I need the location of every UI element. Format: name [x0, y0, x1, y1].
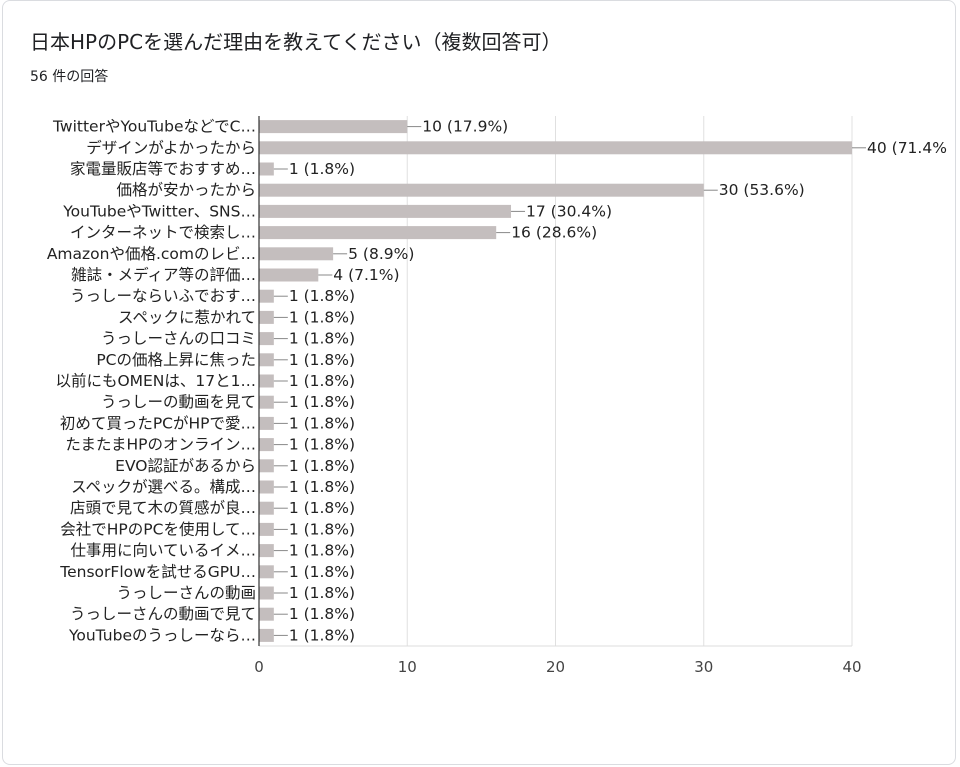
category-label: TensorFlowを試せるGPU…: [59, 563, 256, 581]
data-label: 1 (1.8%): [289, 330, 355, 348]
bar: [259, 247, 334, 261]
category-label: 会社でHPのPCを使用して…: [60, 520, 256, 538]
data-label: 1 (1.8%): [289, 287, 355, 305]
bar: [259, 141, 852, 155]
data-label: 1 (1.8%): [289, 605, 355, 623]
data-label: 1 (1.8%): [289, 563, 355, 581]
data-label: 1 (1.8%): [289, 308, 355, 326]
category-label: YouTubeのうっしーなら…: [68, 626, 256, 644]
category-label: うっしーの動画を見て: [101, 393, 256, 411]
data-label: 30 (53.6%): [719, 181, 805, 199]
category-label: 価格が安かったから: [116, 181, 256, 199]
question-title: 日本HPのPCを選んだ理由を教えてください（複数回答可）: [30, 30, 562, 54]
bar: [259, 183, 704, 197]
data-label: 10 (17.9%): [422, 118, 508, 136]
data-label: 1 (1.8%): [289, 436, 355, 454]
x-tick-label: 20: [546, 658, 565, 676]
bar: [259, 438, 274, 452]
bar: [259, 120, 408, 134]
category-label: 雑誌・メディア等の評価…: [71, 265, 256, 284]
data-label: 1 (1.8%): [289, 351, 355, 369]
bar: [259, 628, 274, 642]
data-label: 5 (8.9%): [348, 245, 414, 263]
category-label: PCの価格上昇に焦った: [96, 351, 256, 369]
data-label: 16 (28.6%): [511, 224, 597, 242]
bar: [259, 522, 274, 536]
bar: [259, 565, 274, 579]
category-label: 初めて買ったPCがHPで愛…: [60, 414, 256, 432]
category-label: TwitterやYouTubeなどでC…: [52, 118, 256, 136]
response-count: 56 件の回答: [30, 69, 109, 85]
category-label: うっしーならいふでおす…: [70, 287, 256, 305]
data-label: 1 (1.8%): [289, 478, 355, 496]
category-label: スペックが選べる。構成…: [71, 478, 256, 496]
category-label: YouTubeやTwitter、SNS…: [62, 202, 256, 220]
x-tick-label: 10: [398, 658, 417, 676]
data-label: 1 (1.8%): [289, 372, 355, 390]
data-label: 1 (1.8%): [289, 414, 355, 432]
x-tick-label: 0: [254, 658, 264, 676]
bar: [259, 459, 274, 473]
category-label: うっしーさんの動画で見て: [70, 605, 256, 623]
bar: [259, 607, 274, 621]
category-label: 店頭で見て木の質感が良…: [70, 499, 256, 517]
bar: [259, 310, 274, 324]
bar: [259, 416, 274, 430]
data-label: 1 (1.8%): [289, 393, 355, 411]
bar: [259, 480, 274, 494]
data-label: 1 (1.8%): [289, 584, 355, 602]
bar: [259, 332, 274, 346]
category-label: 家電量販店等でおすすめ…: [70, 160, 256, 178]
bar: [259, 289, 274, 303]
bar: [259, 226, 497, 240]
category-label: Amazonや価格.comのレビ…: [47, 245, 256, 263]
data-label: 1 (1.8%): [289, 542, 355, 560]
bar: [259, 374, 274, 388]
category-label: たまたまHPのオンライン…: [65, 436, 256, 454]
data-label: 4 (7.1%): [333, 266, 399, 284]
data-label: 40 (71.4%: [867, 139, 947, 157]
data-label: 1 (1.8%): [289, 499, 355, 517]
data-label: 17 (30.4%): [526, 202, 612, 220]
bar: [259, 162, 274, 176]
data-label: 1 (1.8%): [289, 520, 355, 538]
bar: [259, 353, 274, 367]
bar: [259, 501, 274, 515]
x-tick-label: 40: [842, 658, 861, 676]
category-label: EVO認証があるから: [115, 457, 256, 475]
category-label: デザインがよかったから: [86, 138, 256, 157]
bar: [259, 586, 274, 600]
data-label: 1 (1.8%): [289, 626, 355, 644]
category-label: うっしーさんの動画: [116, 584, 256, 602]
data-label: 1 (1.8%): [289, 457, 355, 475]
data-label: 1 (1.8%): [289, 160, 355, 178]
category-label: 仕事用に向いているイメ…: [70, 542, 256, 560]
bar: [259, 395, 274, 409]
category-label: スペックに惹かれて: [118, 308, 256, 326]
category-label: 以前にもOMENは、17と1…: [55, 372, 256, 390]
category-label: インターネットで検索し…: [70, 224, 256, 242]
bar: [259, 268, 319, 282]
x-tick-label: 30: [694, 658, 713, 676]
bar: [259, 544, 274, 558]
category-label: うっしーさんの口コミ: [101, 330, 256, 348]
bar: [259, 204, 512, 218]
